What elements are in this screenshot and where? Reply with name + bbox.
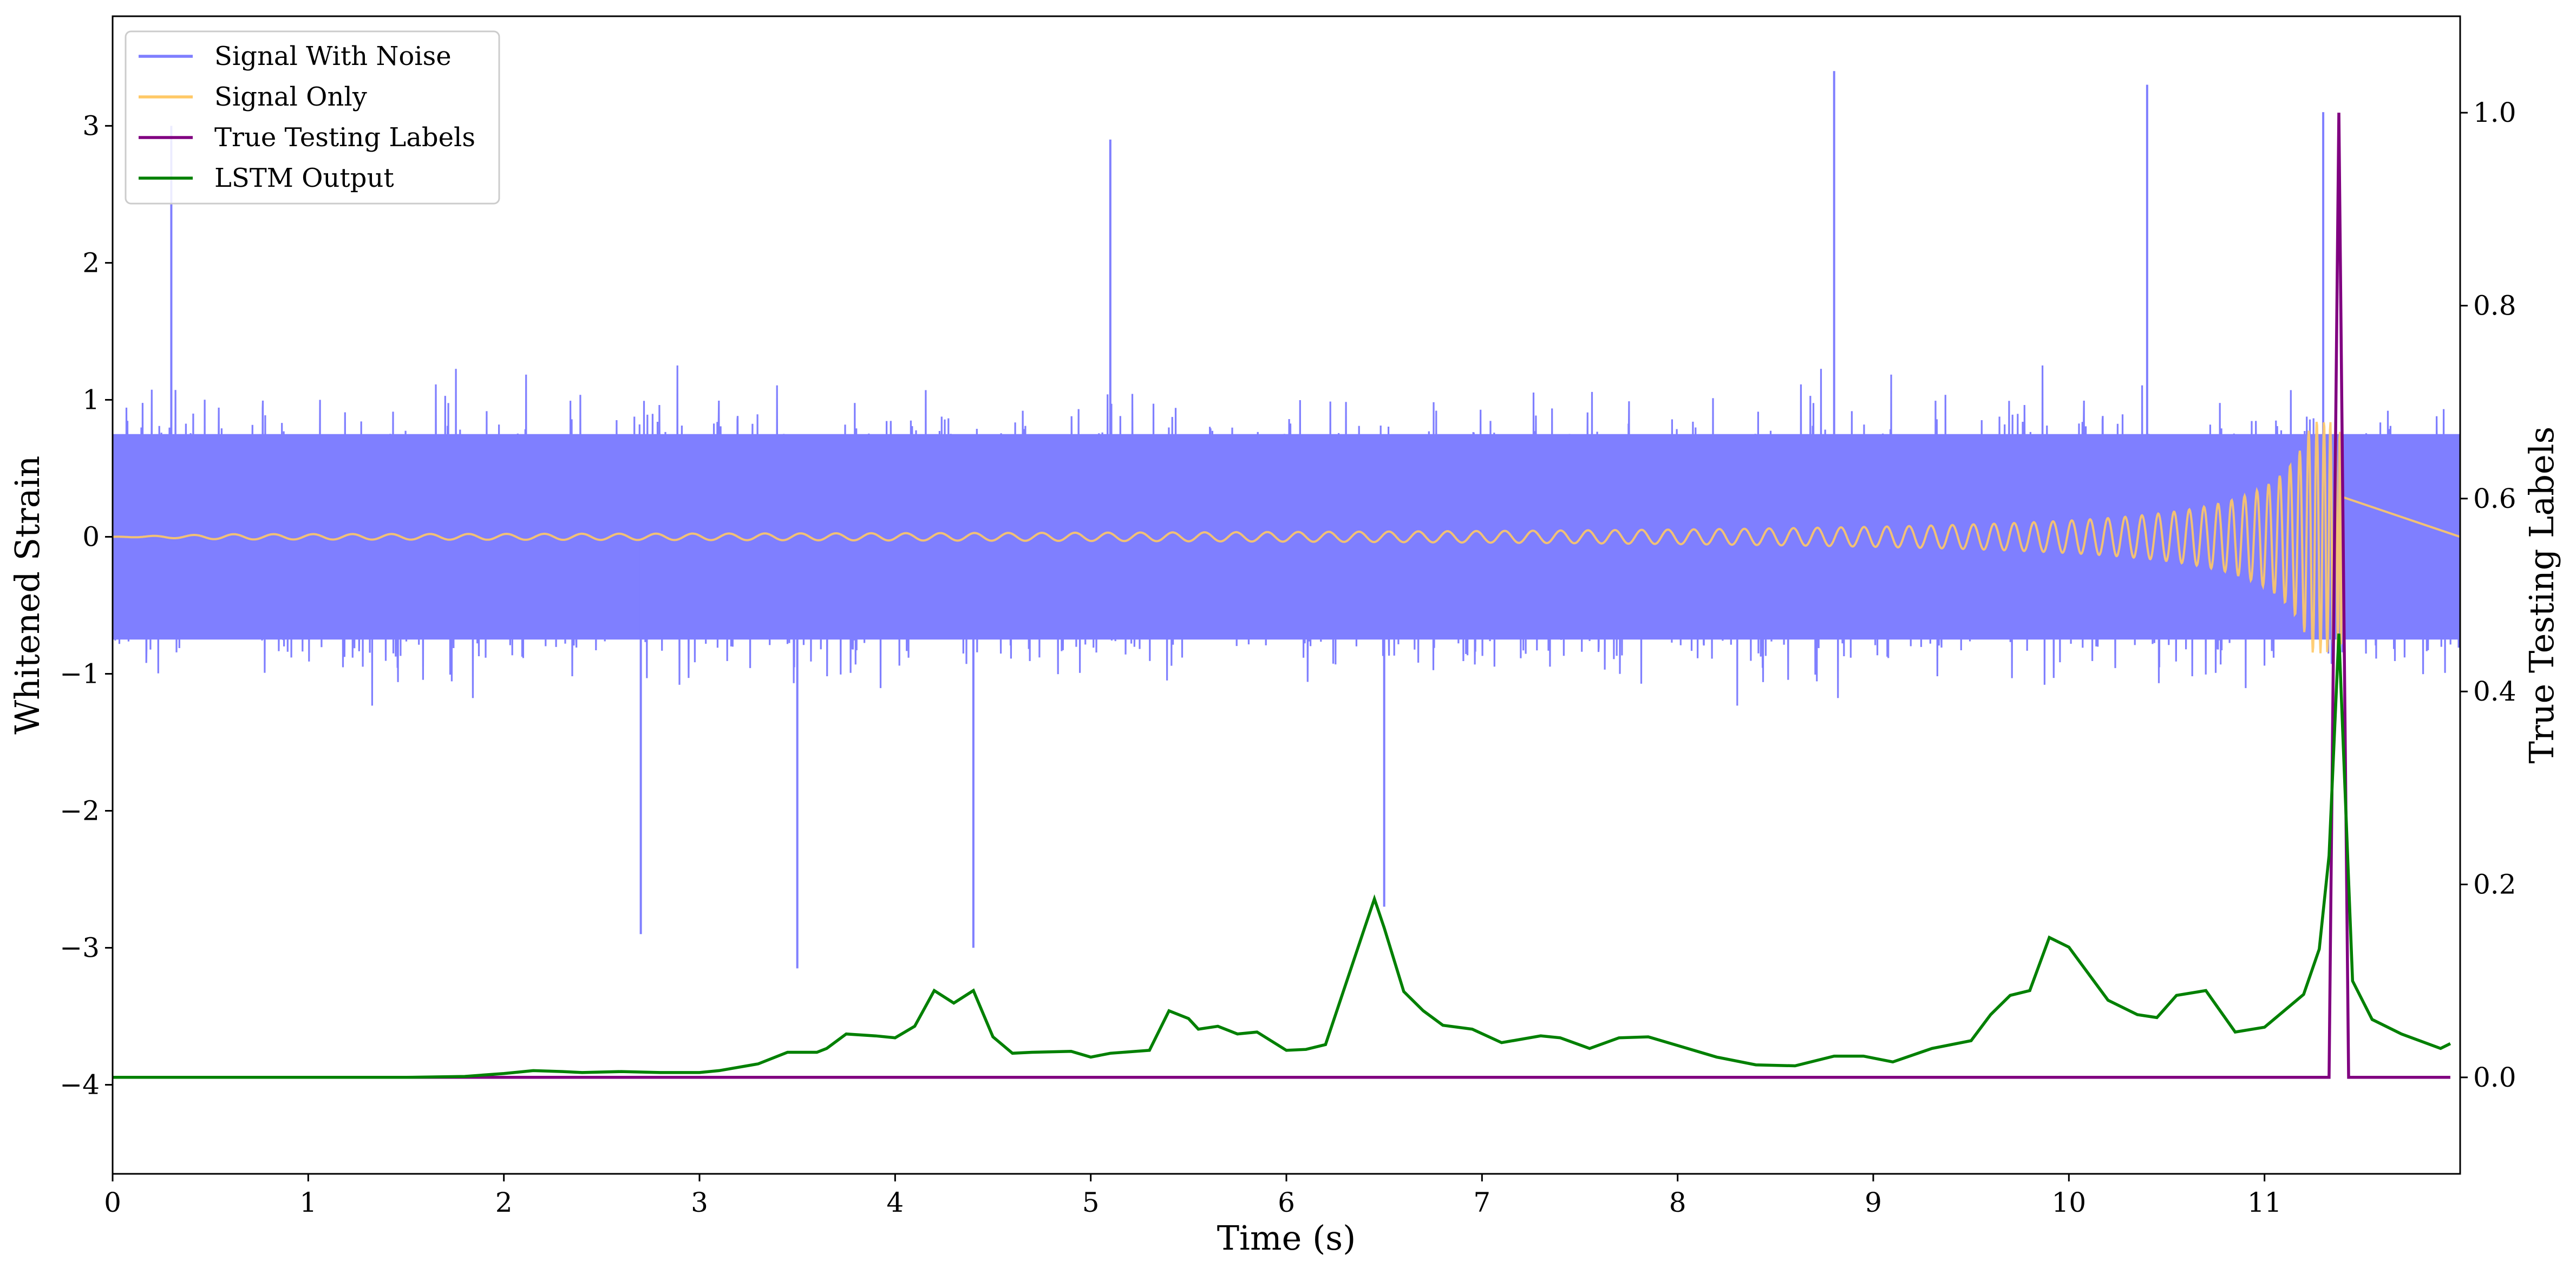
left-y-axis-label: Whitened Strain	[8, 456, 47, 735]
left-y-tick-label: 1	[82, 384, 100, 415]
left-y-tick-label: −1	[60, 658, 100, 689]
x-tick-label: 0	[104, 1187, 121, 1218]
left-y-tick-label: −3	[60, 932, 100, 964]
x-tick-label: 11	[2247, 1187, 2282, 1218]
x-tick-label: 6	[1278, 1187, 1295, 1218]
x-tick-label: 1	[299, 1187, 317, 1218]
legend-entry-label: True Testing Labels	[214, 122, 475, 153]
x-tick-label: 9	[1865, 1187, 1882, 1218]
legend: Signal With Noise Signal Only True Testing…	[125, 30, 500, 205]
legend-entry-label: Signal Only	[214, 82, 367, 112]
true-testing-labels-line	[113, 113, 2450, 1079]
x-tick-label: 8	[1669, 1187, 1686, 1218]
x-tick-label: 7	[1473, 1187, 1490, 1218]
right-y-tick-label: 0.6	[2473, 483, 2516, 514]
true-testing-labels-series	[113, 113, 2450, 1079]
x-axis: 0 1 2 3 4 5 6 7 8 9 10 11	[104, 1174, 2281, 1218]
signal-only-line	[113, 421, 2460, 654]
signal-with-noise-series	[113, 71, 2460, 969]
x-tick-label: 2	[495, 1187, 513, 1218]
right-y-tick-label: 0.0	[2473, 1062, 2516, 1093]
lstm-output-series	[113, 633, 2451, 1079]
right-y-tick-label: 1.0	[2473, 97, 2516, 128]
left-y-axis: −4 −3 −2 −1 0 1 2 3	[60, 110, 113, 1101]
legend-entry-label: LSTM Output	[214, 163, 394, 193]
left-y-tick-label: −4	[60, 1069, 100, 1101]
left-y-tick-label: 2	[82, 247, 100, 278]
x-tick-label: 10	[2052, 1187, 2087, 1218]
right-y-tick-label: 0.2	[2473, 869, 2516, 900]
right-y-tick-label: 0.8	[2473, 290, 2516, 322]
x-tick-label: 3	[691, 1187, 708, 1218]
left-y-tick-label: 0	[82, 521, 100, 552]
signal-only-series	[113, 421, 2460, 654]
legend-entry-label: Signal With Noise	[214, 41, 452, 71]
right-y-tick-label: 0.4	[2473, 676, 2516, 707]
left-y-tick-label: −2	[60, 795, 100, 827]
x-axis-label: Time (s)	[1217, 1218, 1356, 1258]
right-y-axis: 0.0 0.2 0.4 0.6 0.8 1.0	[2460, 97, 2516, 1093]
legend-box	[125, 30, 500, 205]
signal-with-noise-band	[113, 434, 2460, 640]
right-y-axis-label: True Testing Labels	[2522, 427, 2561, 764]
x-tick-label: 5	[1082, 1187, 1100, 1218]
left-y-tick-label: 3	[82, 110, 100, 141]
x-tick-label: 4	[886, 1187, 904, 1218]
lstm-output-line	[113, 633, 2451, 1079]
